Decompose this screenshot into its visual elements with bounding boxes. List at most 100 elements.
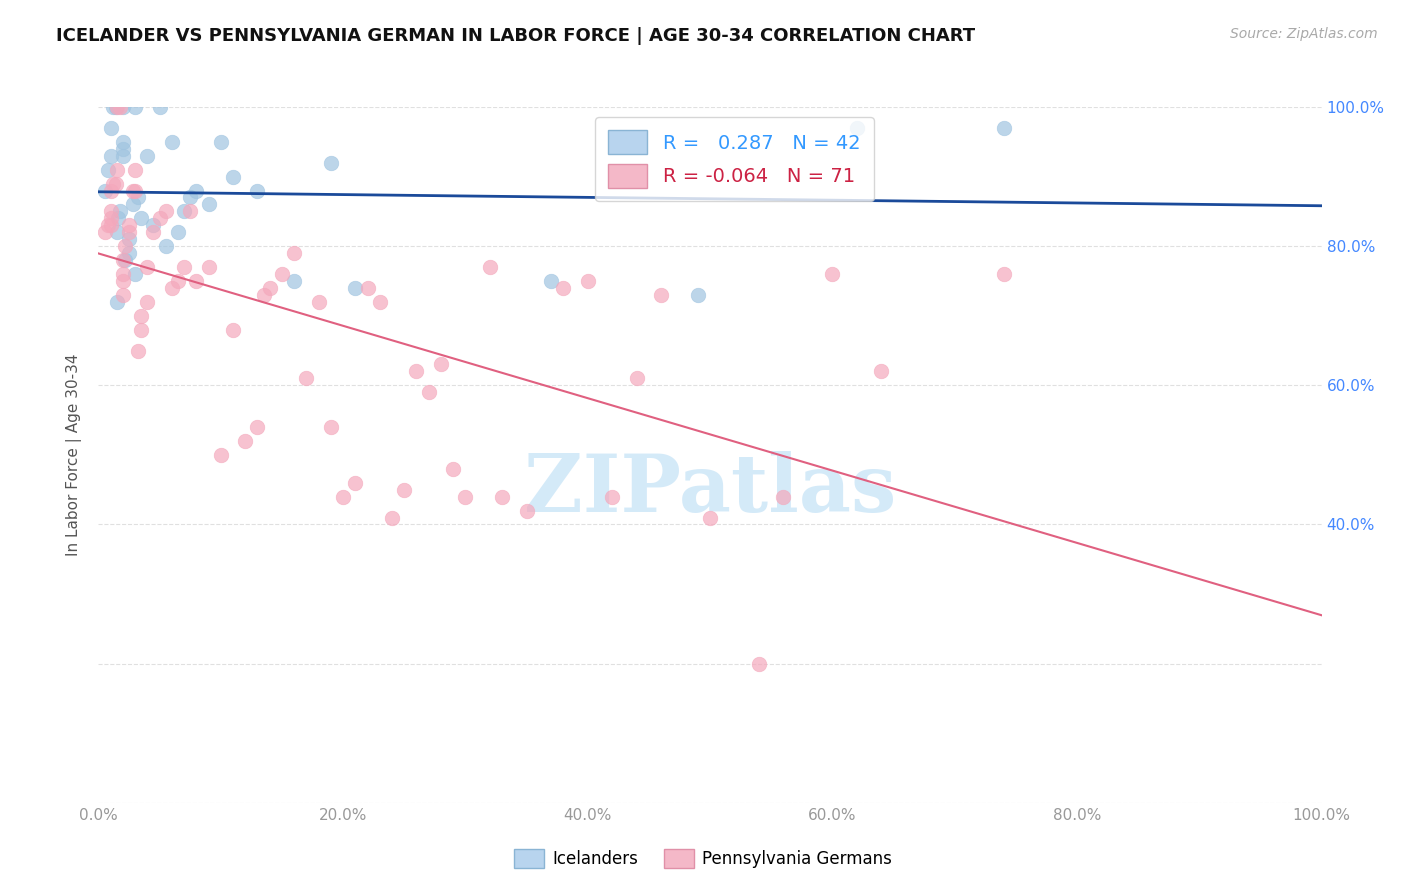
Point: [100, 184, 122, 198]
Point: [270, 267, 294, 281]
Point: [124, 267, 146, 281]
Point: [993, 120, 1015, 135]
Point: [186, 184, 208, 198]
Point: [870, 364, 893, 378]
Point: [111, 253, 134, 268]
Point: [252, 288, 274, 302]
Point: [105, 225, 128, 239]
Point: [167, 274, 190, 288]
Point: [430, 358, 453, 372]
Point: [454, 490, 477, 504]
Point: [186, 274, 208, 288]
Point: [111, 100, 134, 114]
Point: [110, 204, 132, 219]
Point: [111, 267, 134, 281]
Point: [748, 657, 770, 671]
Point: [392, 483, 416, 497]
Point: [118, 219, 141, 233]
Point: [124, 184, 146, 198]
Point: [516, 503, 538, 517]
Text: Source: ZipAtlas.com: Source: ZipAtlas.com: [1230, 27, 1378, 41]
Point: [149, 211, 172, 226]
Point: [124, 100, 146, 114]
Point: [626, 371, 648, 385]
Point: [160, 135, 183, 149]
Point: [101, 177, 124, 191]
Text: ZIPatlas: ZIPatlas: [524, 450, 896, 529]
Point: [111, 135, 134, 149]
Point: [179, 190, 201, 204]
Point: [127, 343, 149, 358]
Point: [405, 364, 427, 378]
Legend: R =   0.287   N = 42, R = -0.064   N = 71: R = 0.287 N = 42, R = -0.064 N = 71: [595, 117, 875, 202]
Point: [197, 197, 219, 211]
Point: [104, 100, 127, 114]
Point: [97, 219, 120, 233]
Point: [368, 294, 391, 309]
Point: [845, 120, 868, 135]
Point: [209, 448, 232, 462]
Point: [111, 274, 134, 288]
Point: [441, 462, 464, 476]
Point: [124, 162, 146, 177]
Point: [295, 371, 318, 385]
Point: [110, 100, 132, 114]
Point: [344, 281, 367, 295]
Point: [699, 510, 721, 524]
Point: [209, 135, 232, 149]
Point: [105, 294, 128, 309]
Point: [105, 100, 128, 114]
Point: [118, 246, 141, 260]
Point: [136, 260, 159, 274]
Point: [246, 184, 269, 198]
Point: [233, 434, 256, 448]
Point: [167, 225, 190, 239]
Point: [491, 490, 513, 504]
Point: [540, 274, 562, 288]
Point: [111, 288, 134, 302]
Text: ICELANDER VS PENNSYLVANIA GERMAN IN LABOR FORCE | AGE 30-34 CORRELATION CHART: ICELANDER VS PENNSYLVANIA GERMAN IN LABO…: [56, 27, 976, 45]
Point: [105, 162, 128, 177]
Point: [100, 120, 122, 135]
Point: [155, 239, 177, 253]
Point: [142, 225, 165, 239]
Point: [121, 184, 143, 198]
Point: [136, 294, 159, 309]
Point: [114, 253, 136, 268]
Point: [114, 239, 136, 253]
Point: [97, 162, 120, 177]
Point: [129, 211, 152, 226]
Point: [155, 204, 177, 219]
Point: [179, 204, 201, 219]
Point: [107, 211, 129, 226]
Point: [319, 155, 342, 169]
Point: [283, 246, 305, 260]
Point: [478, 260, 501, 274]
Point: [93, 225, 115, 239]
Point: [129, 309, 152, 323]
Point: [993, 267, 1015, 281]
Point: [246, 420, 269, 434]
Point: [576, 274, 599, 288]
Point: [100, 204, 122, 219]
Point: [101, 100, 124, 114]
Point: [308, 294, 330, 309]
Point: [104, 177, 127, 191]
Point: [100, 211, 122, 226]
Point: [93, 184, 115, 198]
Point: [136, 149, 159, 163]
Point: [129, 323, 152, 337]
Point: [283, 274, 305, 288]
Point: [356, 281, 378, 295]
Point: [100, 149, 122, 163]
Point: [553, 281, 575, 295]
Y-axis label: In Labor Force | Age 30-34: In Labor Force | Age 30-34: [66, 353, 83, 557]
Point: [319, 420, 342, 434]
Point: [821, 267, 844, 281]
Point: [111, 142, 134, 156]
Point: [173, 204, 195, 219]
Point: [111, 149, 134, 163]
Point: [118, 225, 141, 239]
Point: [173, 260, 195, 274]
Point: [259, 281, 281, 295]
